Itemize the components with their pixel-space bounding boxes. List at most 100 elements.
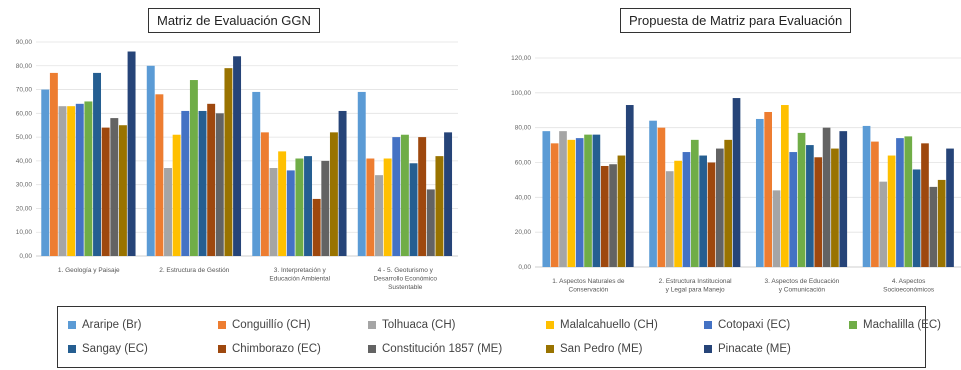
category-label: Conservación [569, 287, 609, 294]
legend-swatch [704, 345, 712, 353]
bar [946, 148, 954, 267]
legend-swatch [368, 345, 376, 353]
bar [584, 134, 592, 267]
legend: Araripe (Br) Conguillío (CH) Tolhuaca (CH)… [57, 306, 941, 368]
legend-label: Tolhuaca (CH) [382, 319, 456, 331]
y-tick-label: 120,00 [511, 55, 531, 62]
bar [252, 91, 261, 256]
y-tick-label: 30,00 [16, 182, 33, 189]
bar [93, 72, 102, 257]
category-label: 4 - 5. Geoturismo y [378, 267, 434, 274]
bar [567, 139, 576, 267]
legend-swatch [546, 345, 554, 353]
bar [198, 110, 207, 256]
bar [682, 152, 691, 267]
category-label: Sustentable [388, 284, 423, 291]
bar [699, 155, 707, 267]
legend-label: Constitución 1857 (ME) [382, 343, 503, 355]
bar [592, 134, 601, 267]
bar [929, 186, 938, 267]
bar [189, 80, 198, 257]
bar [707, 162, 716, 267]
bar [862, 125, 871, 267]
bar [896, 138, 904, 267]
legend-item: Araripe (Br) [68, 313, 218, 337]
bar [41, 89, 50, 256]
bar [286, 170, 295, 256]
bar [84, 101, 93, 256]
bar [49, 72, 58, 257]
legend-swatch [368, 321, 376, 329]
bar [724, 139, 733, 267]
bar [110, 118, 119, 256]
bar [375, 175, 383, 256]
bar [233, 56, 242, 257]
bar [839, 131, 848, 267]
chart-ggn: 0,00 10,00 20,00 30,00 40,00 50,00 60,00 70,00 8… [0, 0, 480, 300]
bar [732, 98, 741, 267]
y-tick-label: 100,00 [511, 90, 531, 97]
legend-label: Sangay (EC) [82, 343, 148, 355]
bar [831, 148, 839, 267]
bar [295, 158, 304, 256]
bar [269, 168, 278, 256]
y-tick-label: 50,00 [16, 134, 33, 141]
bar [937, 179, 946, 267]
y-tick-label: 70,00 [16, 87, 33, 94]
y-tick-label: 40,00 [515, 194, 532, 201]
legend-item: Pinacate (ME) [704, 337, 849, 361]
bar [118, 125, 127, 256]
bar [418, 137, 427, 256]
legend-label: San Pedro (ME) [560, 343, 643, 355]
bar [409, 163, 418, 256]
category-label: y Legal para Manejo [666, 287, 725, 294]
legend-item: Conguillío (CH) [218, 313, 368, 337]
legend-label: Araripe (Br) [82, 319, 142, 331]
bar [312, 198, 321, 256]
bar [357, 91, 366, 256]
bar [101, 127, 110, 256]
legend-swatch [849, 321, 857, 329]
legend-item: Sangay (EC) [68, 337, 218, 361]
legend-label: Conguillío (CH) [232, 319, 311, 331]
legend-label: Machalilla (EC) [863, 319, 941, 331]
y-tick-label: 10,00 [16, 229, 33, 236]
bar [224, 68, 233, 257]
bar [764, 111, 772, 267]
y-tick-label: 60,00 [515, 160, 532, 167]
bar [921, 143, 929, 267]
bar [207, 103, 216, 256]
category-label: y Comunicación [779, 287, 826, 294]
bar [575, 138, 584, 267]
bar [260, 132, 269, 256]
y-tick-label: 0,00 [19, 253, 32, 260]
chart-propuesta-plot: 0,00 20,00 40,00 60,00 80,00 100,00 120,00 1. A… [511, 55, 961, 294]
bar [674, 160, 682, 267]
bar [426, 189, 435, 256]
bar [755, 118, 764, 267]
bar [550, 143, 559, 267]
y-tick-label: 80,00 [515, 125, 532, 132]
bar [789, 152, 798, 267]
bar [181, 110, 190, 256]
legend-item: Chimborazo (EC) [218, 337, 368, 361]
category-label: 4. Aspectos [892, 278, 926, 285]
bar [146, 65, 155, 257]
bar [127, 51, 136, 257]
bar [600, 165, 609, 267]
category-label: 3. Interpretación y [274, 267, 327, 274]
bar [772, 190, 781, 267]
bar [617, 155, 626, 267]
bar [435, 156, 444, 256]
legend-label: Malalcahuello (CH) [560, 319, 658, 331]
y-tick-label: 40,00 [16, 158, 33, 165]
bar [781, 105, 789, 268]
bar [542, 131, 551, 267]
bar [912, 169, 921, 267]
chart-title: Matriz de Evaluación GGN [148, 8, 320, 33]
bar [649, 120, 657, 267]
bar [715, 148, 724, 267]
bar [75, 103, 84, 256]
bar [625, 105, 634, 268]
legend-item: Malalcahuello (CH) [546, 313, 704, 337]
